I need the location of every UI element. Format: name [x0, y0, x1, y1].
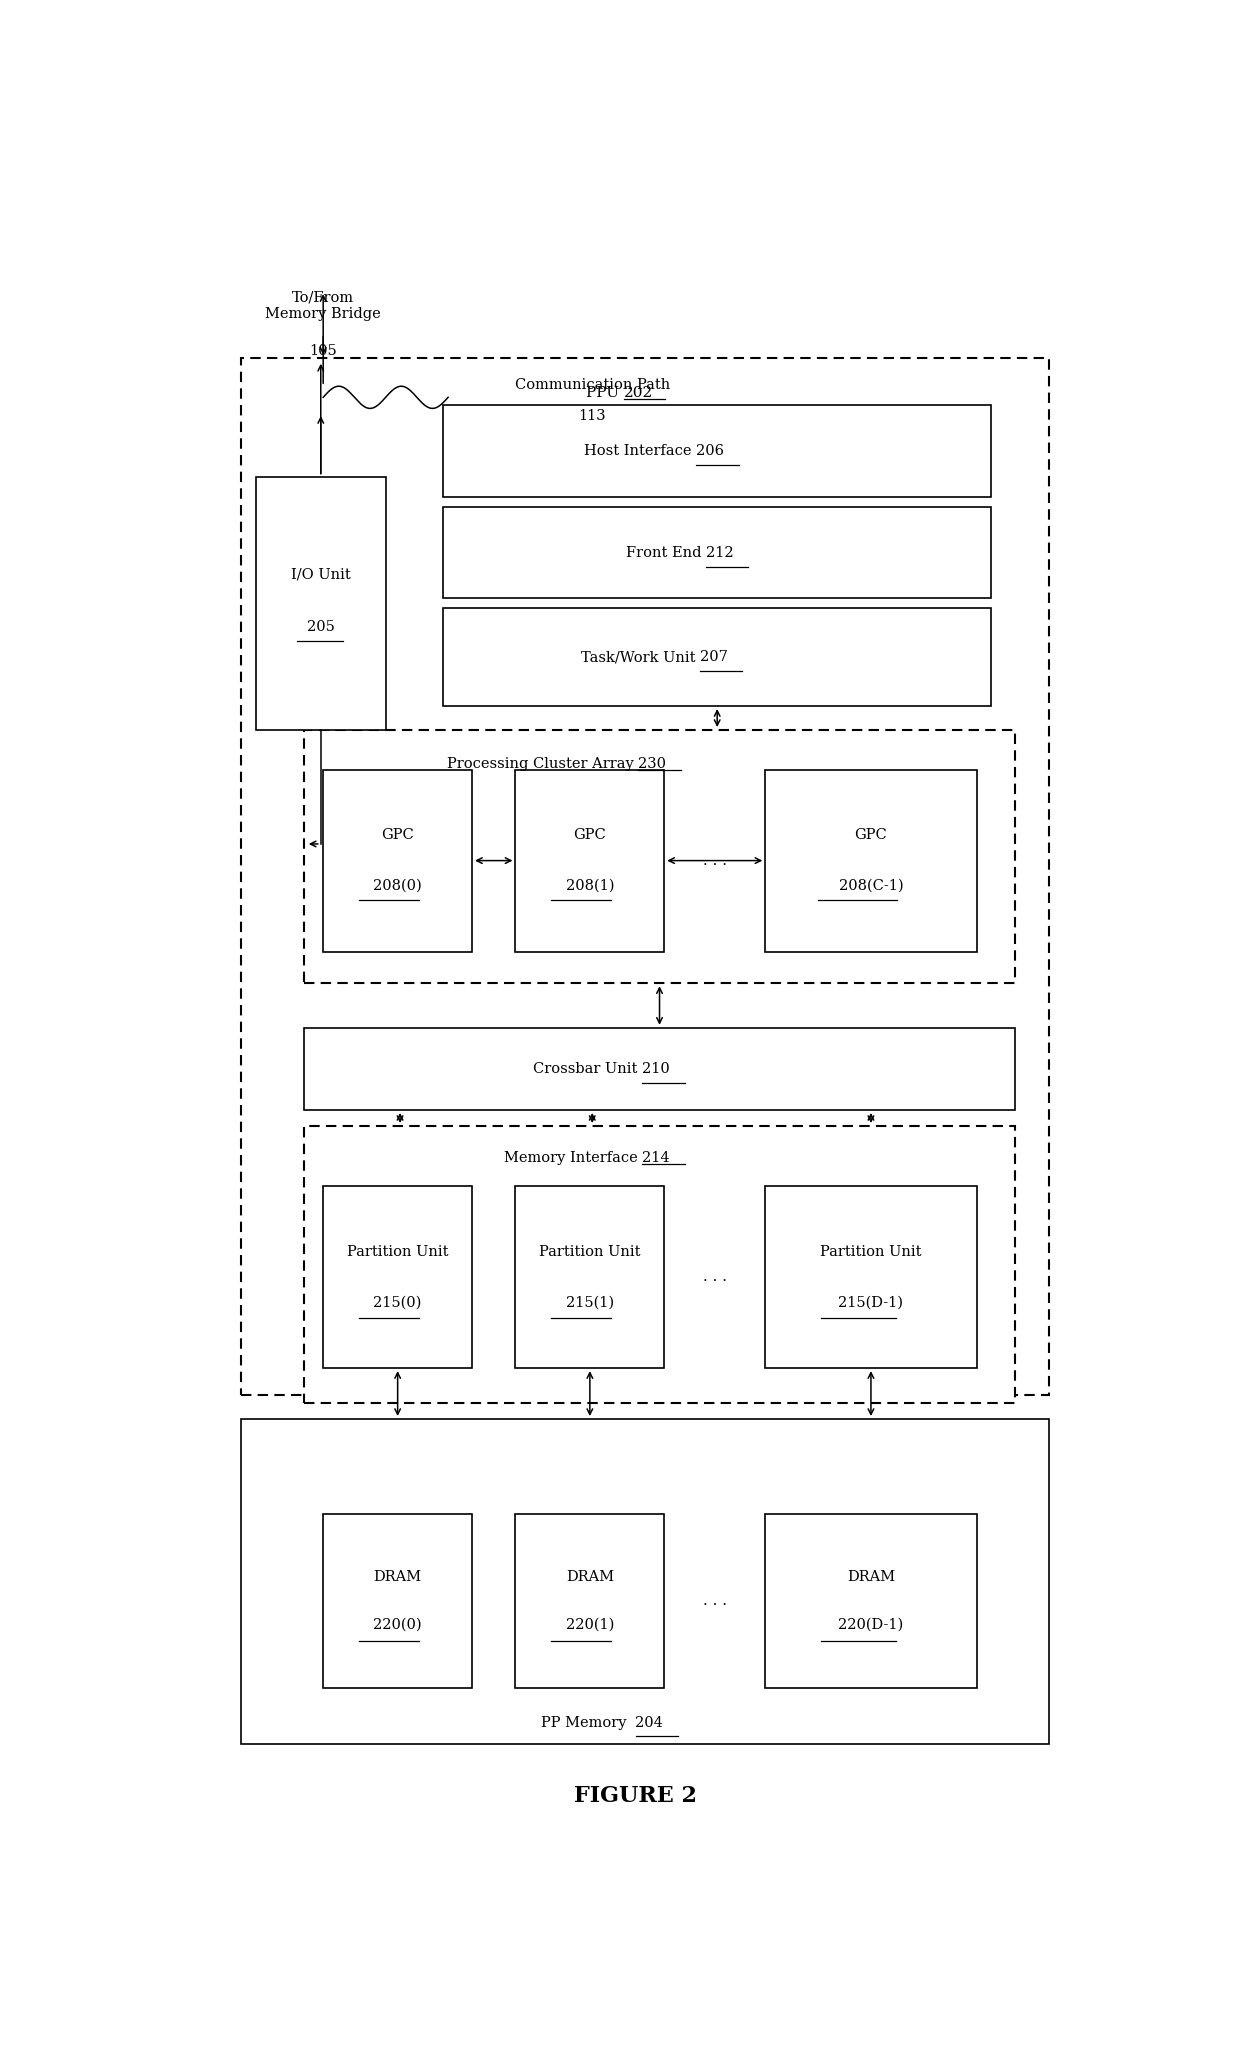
Text: I/O Unit: I/O Unit	[291, 568, 351, 582]
Bar	[242, 358, 1049, 1395]
Bar	[324, 769, 472, 952]
Text: Communication Path: Communication Path	[515, 378, 670, 391]
Text: . . .: . . .	[703, 854, 727, 868]
Text: . . .: . . .	[703, 1594, 727, 1609]
Text: 215(1): 215(1)	[565, 1296, 614, 1310]
Text: Task/Work Unit: Task/Work Unit	[580, 650, 699, 664]
Text: DRAM: DRAM	[565, 1569, 614, 1584]
Bar	[242, 1419, 1049, 1744]
Text: DRAM: DRAM	[373, 1569, 422, 1584]
Text: 207: 207	[699, 650, 728, 664]
Text: GPC: GPC	[381, 829, 414, 841]
Bar	[444, 405, 991, 498]
Text: Front End: Front End	[625, 545, 706, 560]
Text: Host Interface: Host Interface	[584, 444, 696, 459]
Text: 220(0): 220(0)	[373, 1617, 422, 1631]
Bar	[765, 1514, 977, 1689]
Text: 202: 202	[624, 387, 653, 401]
Bar	[765, 769, 977, 952]
Bar	[516, 769, 665, 952]
Text: 204: 204	[635, 1716, 663, 1730]
Text: Memory Interface: Memory Interface	[503, 1152, 642, 1164]
Text: Processing Cluster Array: Processing Cluster Array	[446, 757, 639, 771]
Text: 205: 205	[306, 619, 335, 634]
Text: GPC: GPC	[573, 829, 606, 841]
Text: DRAM: DRAM	[847, 1569, 895, 1584]
Bar	[444, 506, 991, 599]
Text: 230: 230	[639, 757, 666, 771]
Text: Partition Unit: Partition Unit	[539, 1244, 641, 1259]
Text: 105: 105	[309, 344, 337, 358]
Bar	[444, 609, 991, 706]
Text: . . .: . . .	[703, 1269, 727, 1284]
Bar	[516, 1514, 665, 1689]
Text: 206: 206	[696, 444, 724, 459]
Text: 210: 210	[642, 1061, 670, 1076]
Text: 215(D-1): 215(D-1)	[838, 1296, 904, 1310]
Text: FIGURE 2: FIGURE 2	[574, 1785, 697, 1806]
Text: PPU: PPU	[587, 387, 624, 401]
Text: 113: 113	[578, 409, 606, 424]
Bar	[255, 477, 386, 730]
Text: Crossbar Unit: Crossbar Unit	[533, 1061, 642, 1076]
Text: Partition Unit: Partition Unit	[347, 1244, 449, 1259]
Text: PP Memory: PP Memory	[541, 1716, 635, 1730]
Text: 208(1): 208(1)	[565, 878, 614, 893]
Text: 215(0): 215(0)	[373, 1296, 422, 1310]
Bar	[304, 1028, 1016, 1111]
Text: 220(1): 220(1)	[565, 1617, 614, 1631]
Text: 214: 214	[642, 1152, 670, 1164]
Bar	[304, 730, 1016, 983]
Text: GPC: GPC	[854, 829, 888, 841]
Bar	[304, 1125, 1016, 1403]
Bar	[516, 1187, 665, 1368]
Text: 212: 212	[706, 545, 733, 560]
Text: 208(C-1): 208(C-1)	[838, 878, 903, 893]
Text: 208(0): 208(0)	[373, 878, 422, 893]
Text: Partition Unit: Partition Unit	[820, 1244, 921, 1259]
Text: To/From
Memory Bridge: To/From Memory Bridge	[265, 290, 381, 321]
Bar	[324, 1514, 472, 1689]
Bar	[324, 1187, 472, 1368]
Text: 220(D-1): 220(D-1)	[838, 1617, 904, 1631]
Bar	[765, 1187, 977, 1368]
